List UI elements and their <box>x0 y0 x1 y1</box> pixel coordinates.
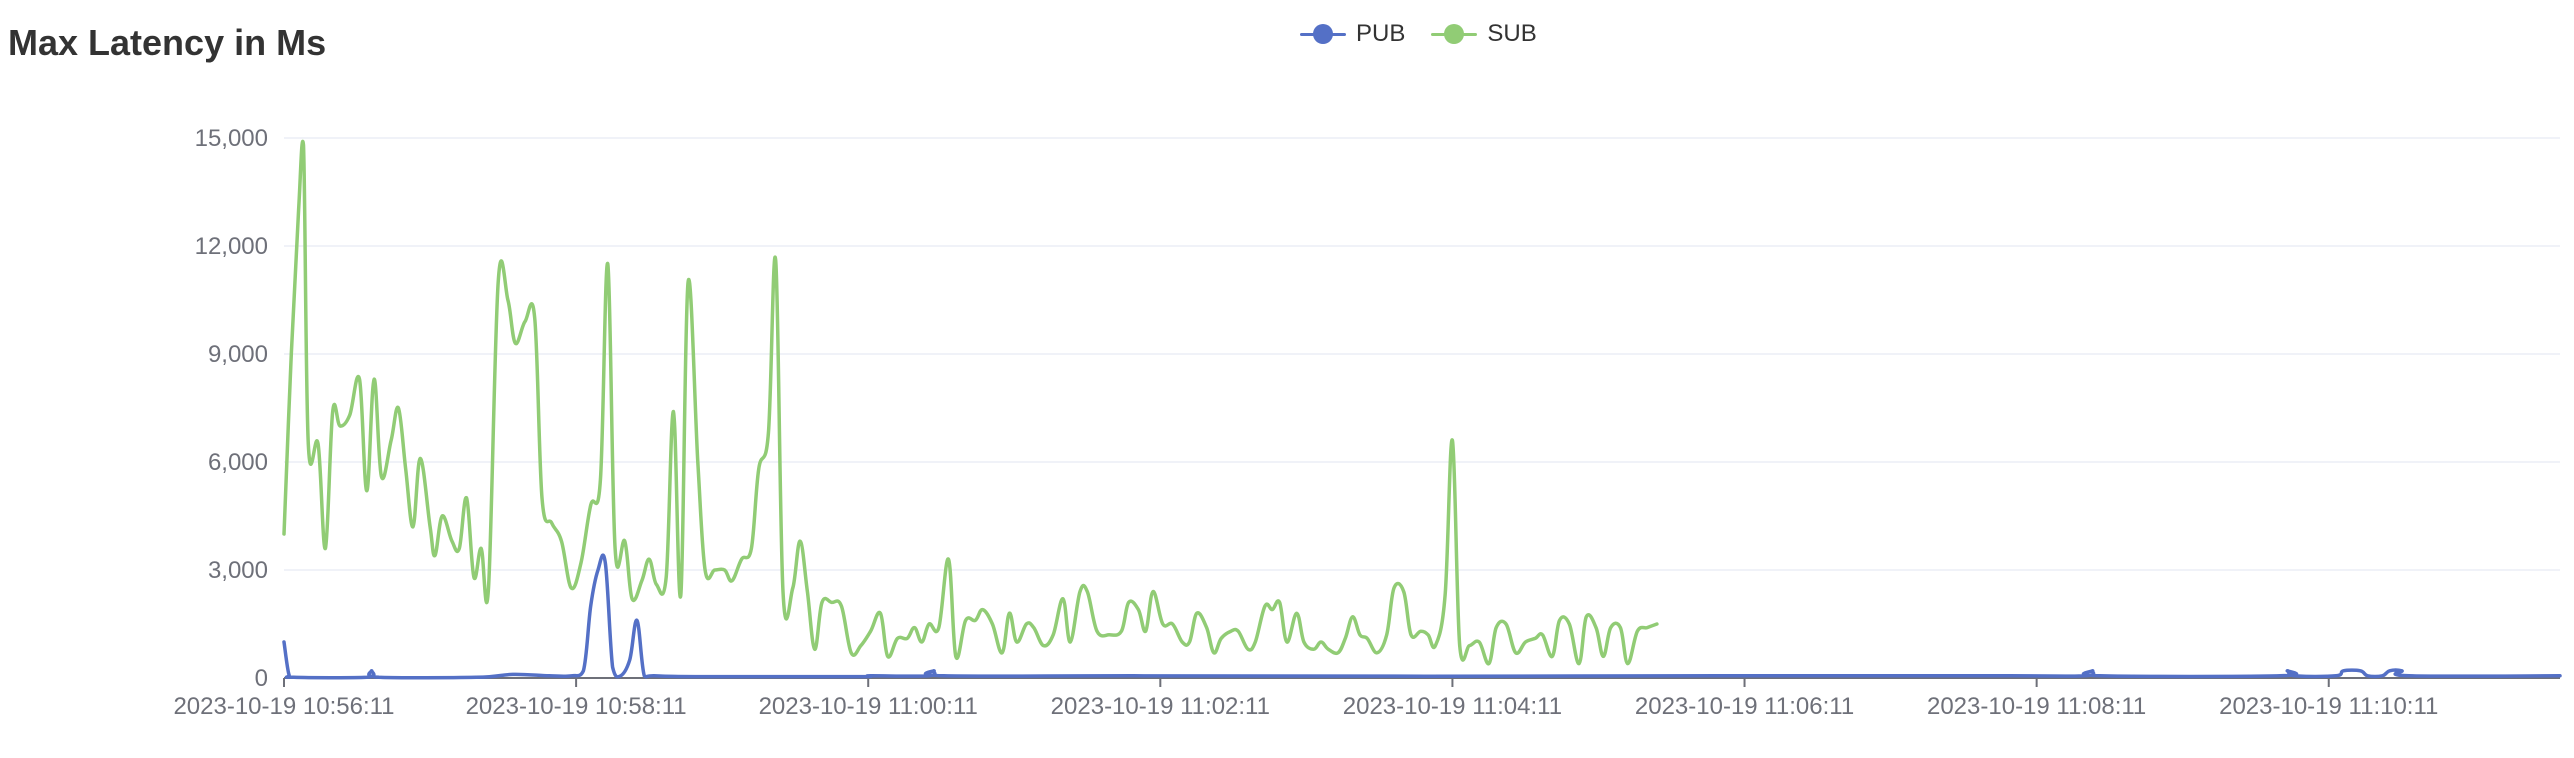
y-tick-label: 0 <box>255 665 268 692</box>
x-tick-label: 2023-10-19 11:00:11 <box>759 693 978 720</box>
x-tick-label: 2023-10-19 11:02:11 <box>1051 693 1270 720</box>
chart-title: Max Latency in Ms <box>8 22 327 63</box>
x-tick-label: 2023-10-19 11:08:11 <box>1927 693 2146 720</box>
y-tick-label: 15,000 <box>195 125 268 152</box>
y-tick-label: 12,000 <box>195 233 268 260</box>
series-line-sub <box>282 139 1659 666</box>
legend: PUB SUB <box>1300 20 1537 48</box>
x-tick-label: 2023-10-19 10:58:11 <box>466 693 687 720</box>
x-tick-label: 2023-10-19 11:10:11 <box>2219 693 2438 720</box>
legend-item-sub[interactable]: SUB <box>1431 20 1537 48</box>
legend-label-pub: PUB <box>1356 20 1406 47</box>
y-tick-label: 6,000 <box>208 449 268 476</box>
y-tick-label: 3,000 <box>208 557 268 584</box>
legend-swatch-sub <box>1431 22 1478 46</box>
x-tick-label: 2023-10-19 11:06:11 <box>1635 693 1854 720</box>
legend-item-pub[interactable]: PUB <box>1300 20 1405 48</box>
legend-label-sub: SUB <box>1487 20 1537 47</box>
x-tick-label: 2023-10-19 11:04:11 <box>1343 693 1562 720</box>
series-line-pub <box>282 553 2562 680</box>
y-tick-label: 9,000 <box>208 341 268 368</box>
legend-swatch-pub <box>1300 22 1346 46</box>
x-tick-label: 2023-10-19 10:56:11 <box>173 693 394 720</box>
